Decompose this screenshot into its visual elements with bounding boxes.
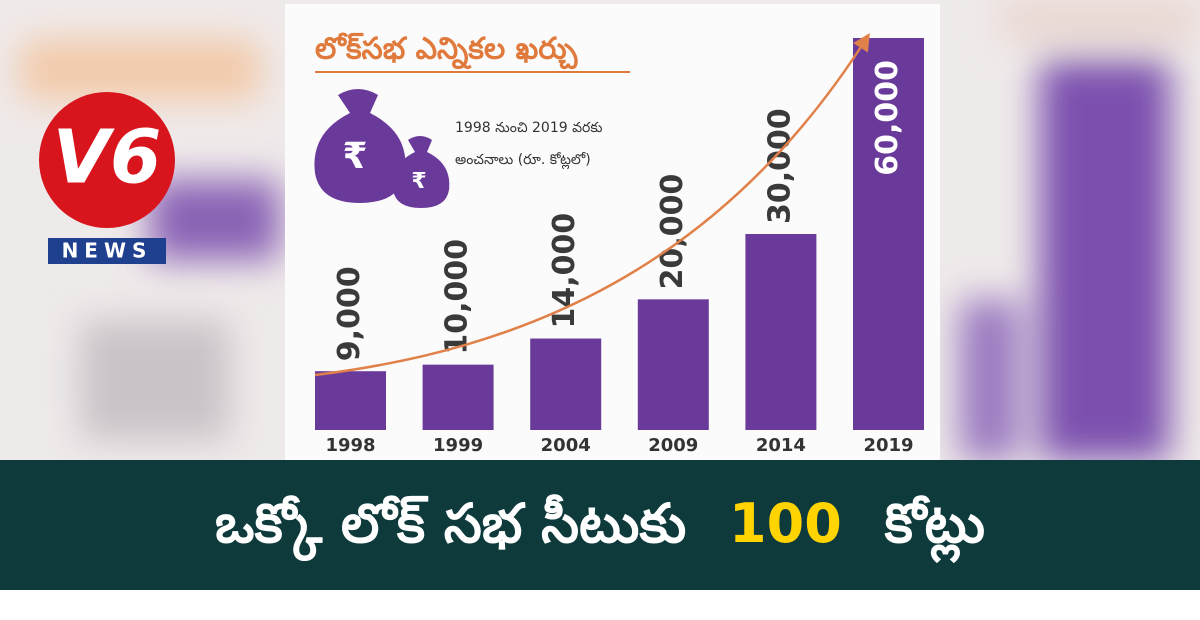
data-label: 60,000	[870, 60, 905, 176]
data-label: 10,000	[440, 239, 475, 355]
logo-bar	[48, 238, 166, 264]
chart-title: లోక్‌సభ ఎన్నికల ఖర్చు	[315, 32, 578, 70]
svg-text:₹: ₹	[411, 169, 426, 194]
logo-circle	[39, 92, 175, 228]
money-bag-icon: ₹ ₹	[314, 89, 450, 208]
bar	[853, 38, 924, 430]
logo-mark: V6	[53, 115, 162, 201]
headline-number: 100	[729, 492, 842, 555]
x-tick-label: 2009	[648, 435, 698, 456]
logo-text: NEWS	[62, 239, 153, 263]
bottom-strip	[0, 590, 1200, 620]
bar	[315, 371, 386, 430]
x-tick-label: 2014	[756, 435, 806, 456]
headline-banner	[0, 460, 1200, 590]
x-tick-label: 2019	[863, 435, 913, 456]
headline: ఒక్కో లోక్ సభ సీటుకు 100 కోట్లు	[215, 492, 985, 564]
x-tick-label: 2004	[541, 435, 591, 456]
x-tick-label: 1998	[325, 435, 375, 456]
data-label: 30,000	[762, 108, 797, 224]
data-label: 9,000	[332, 266, 367, 361]
bar	[637, 299, 709, 430]
logo: V6 NEWS	[39, 92, 175, 264]
chart-subtitle: అంచనాలు (రూ. కోట్లలో)	[455, 152, 591, 170]
bar	[745, 234, 817, 430]
svg-text:₹: ₹	[342, 136, 367, 177]
headline-text: ఒక్కో లోక్ సభ సీటుకు	[215, 492, 686, 562]
data-label: 14,000	[547, 213, 582, 329]
x-tick-label: 1999	[433, 435, 483, 456]
data-label: 20,000	[655, 174, 690, 290]
headline-text: కోట్లు	[884, 492, 985, 564]
bar	[422, 364, 494, 430]
background-blur	[20, 0, 1200, 460]
chart-subtitle: 1998 నుంచి 2019 వరకు	[455, 120, 603, 136]
trend-arrow	[314, 33, 870, 377]
bar	[530, 338, 602, 430]
bars: 9,000 1998 10,000 1999 14,000 2004 20,000 2009 3…	[315, 38, 924, 456]
chart-panel	[285, 4, 940, 460]
